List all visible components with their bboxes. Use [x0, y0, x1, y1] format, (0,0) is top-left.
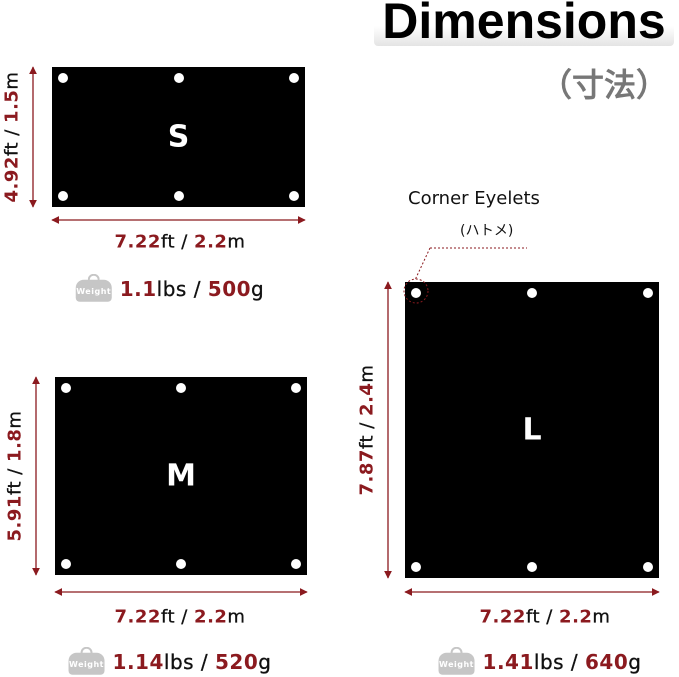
value: 1.14 [112, 649, 164, 674]
unit: g [628, 649, 642, 674]
weight-label: Weight 1.14lbs / 520g [68, 646, 272, 675]
size-letter: L [522, 412, 542, 448]
unit: lbs [533, 649, 565, 674]
eyelet [291, 559, 301, 569]
value: 7.22 [114, 606, 161, 628]
eyelet [643, 562, 653, 572]
eyelet [291, 383, 301, 393]
value: 520 [215, 649, 259, 674]
eyelet [61, 383, 71, 393]
eyelet [527, 288, 537, 298]
eyelet [58, 191, 68, 201]
eyelet [58, 73, 68, 83]
value: 640 [585, 649, 629, 674]
value: 7.22 [114, 231, 161, 253]
separator: / [175, 231, 195, 253]
unit: lbs [156, 276, 187, 301]
value: 7.22 [479, 606, 526, 628]
subtitle: （寸法） [540, 66, 669, 104]
eyelet [176, 559, 186, 569]
title: Dimensions [374, 0, 674, 46]
separator: / [175, 606, 195, 628]
unit: ft [525, 606, 541, 628]
weight-label: Weight 1.41lbs / 640g [438, 646, 642, 675]
width-label: 7.22ft / 2.2m [479, 606, 611, 628]
unit: m [227, 231, 246, 253]
value: 2.2 [194, 606, 228, 628]
value: 1.41 [482, 649, 534, 674]
eyelet [411, 288, 421, 298]
eyelet-highlight-circle [403, 278, 429, 304]
size-letter: S [167, 119, 190, 155]
eyelet [527, 562, 537, 572]
value: 2.2 [559, 606, 593, 628]
value: 1.1 [119, 276, 157, 301]
eyelet [289, 73, 299, 83]
unit: lbs [163, 649, 195, 674]
weight-icon: Weight [75, 273, 112, 302]
value: 2.2 [194, 231, 228, 253]
unit: m [592, 606, 611, 628]
corner-eyelets-label: Corner Eyelets [408, 188, 540, 209]
tarp-size-l: L [405, 282, 659, 578]
width-label: 7.22ft / 2.2m [114, 606, 246, 628]
eyelet [176, 383, 186, 393]
size-letter: M [166, 458, 196, 494]
unit: m [227, 606, 246, 628]
separator: / [186, 276, 208, 301]
value: 500 [207, 276, 252, 301]
weight-icon: Weight [68, 646, 105, 675]
unit: ft [160, 231, 176, 253]
width-label: 7.22ft / 2.2m [114, 231, 246, 253]
eyelet [173, 73, 184, 83]
unit: g [258, 649, 272, 674]
eyelet [643, 288, 653, 298]
separator: / [564, 649, 586, 674]
unit: ft [160, 606, 176, 628]
unit: g [251, 276, 265, 301]
weight-label: Weight 1.1lbs / 500g [75, 273, 265, 302]
eyelet [173, 191, 184, 201]
eyelet [61, 559, 71, 569]
eyelet [411, 562, 421, 572]
weight-icon: Weight [438, 646, 475, 675]
callout-line [414, 247, 431, 281]
eyelet [289, 191, 299, 201]
tarp-size-s: S [52, 67, 305, 207]
separator: / [540, 606, 560, 628]
corner-eyelets-sublabel: (ハトメ) [460, 223, 514, 239]
separator: / [194, 649, 216, 674]
tarp-size-m: M [55, 377, 307, 575]
